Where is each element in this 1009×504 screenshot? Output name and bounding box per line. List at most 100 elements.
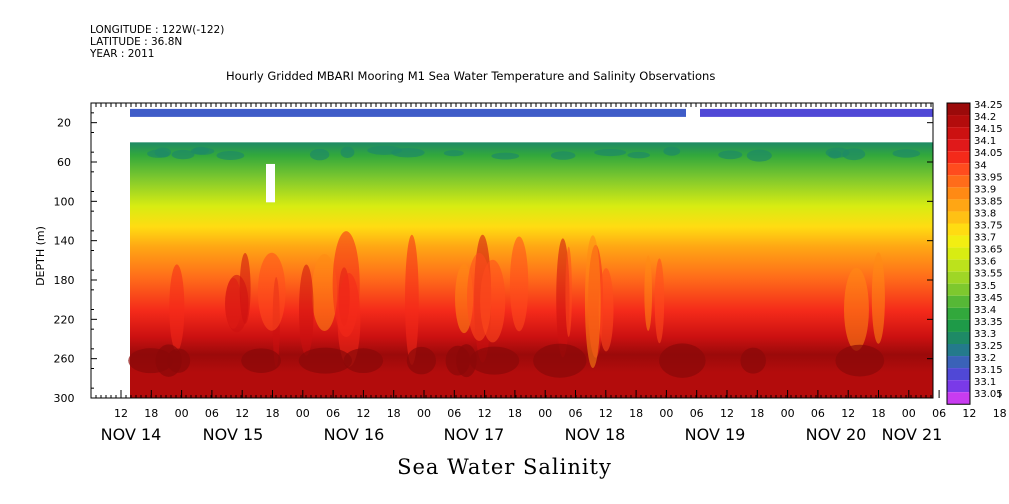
salinity-maximum <box>241 348 281 373</box>
x-tick-label: 12 <box>841 407 855 420</box>
colorbar-label: 33.4 <box>974 305 996 316</box>
salinity-maximum <box>166 348 191 373</box>
y-tick-label: 100 <box>54 195 75 208</box>
colorbar-label: 33.9 <box>974 184 996 195</box>
salinity-maximum <box>406 346 436 375</box>
surface-low-salinity <box>718 150 743 160</box>
x-tick-label: 18 <box>508 407 522 420</box>
colorbar-swatch <box>947 139 970 152</box>
colorbar-label: 34.05 <box>974 148 1003 159</box>
variable-title: Sea Water Salinity <box>397 455 612 479</box>
surface-low-salinity <box>154 147 172 158</box>
surface-low-salinity <box>828 150 842 159</box>
colorbar-swatch <box>947 223 970 236</box>
y-tick-label: 220 <box>54 313 75 326</box>
x-tick-label: 18 <box>750 407 764 420</box>
colorbar-swatch <box>947 187 970 200</box>
y-axis: 20 60 100 140 180 220 260 300 <box>54 112 933 405</box>
x-tick-label: 12 <box>114 407 128 420</box>
x-tick-label: 06 <box>326 407 340 420</box>
y-tick-label: 300 <box>54 392 75 405</box>
colorbar-label: 33.85 <box>974 196 1003 207</box>
y-tick-label: 60 <box>57 156 71 169</box>
y-tick-label: 140 <box>54 235 75 248</box>
x-date-label: NOV 20 <box>806 425 867 444</box>
salinity-maximum <box>343 348 384 374</box>
y-tick-label: 20 <box>57 117 71 130</box>
colorbar-label: 34 <box>974 160 987 171</box>
salinity-intrusion <box>565 246 572 337</box>
surface-low-salinity <box>171 149 195 160</box>
x-tick-label: 18 <box>387 407 401 420</box>
salinity-maximum <box>469 346 520 375</box>
salinity-intrusion <box>480 259 506 343</box>
x-date-label: NOV 17 <box>444 425 505 444</box>
colorbar-swatch <box>947 356 970 369</box>
salinity-maximum <box>298 347 352 374</box>
salinity-intrusion <box>257 252 286 331</box>
x-date-label: NOV 14 <box>101 425 162 444</box>
surface-low-salinity <box>443 150 464 157</box>
surface-low-salinity <box>663 146 681 156</box>
plot-area <box>90 102 934 399</box>
x-tick-label: 06 <box>811 407 825 420</box>
colorbar-swatch <box>947 344 970 357</box>
surface-sensor-band <box>130 108 686 117</box>
x-date-label: NOV 16 <box>324 425 385 444</box>
surface-low-salinity <box>746 149 772 162</box>
colorbar-label: 33.75 <box>974 221 1003 232</box>
colorbar-label: 33.2 <box>974 353 996 364</box>
surface-low-salinity <box>309 148 330 161</box>
colorbar-label: 33.5 <box>974 281 996 292</box>
x-tick-label: 12 <box>962 407 976 420</box>
colorbar-swatch <box>947 115 970 128</box>
salinity-intrusion <box>644 255 653 331</box>
colorbar-swatch <box>947 151 970 164</box>
colorbar-swatch <box>947 175 970 188</box>
colorbar-swatch <box>947 331 970 344</box>
x-tick-label: 06 <box>932 407 946 420</box>
salinity-intrusion <box>332 231 360 338</box>
colorbar-swatch <box>947 103 970 116</box>
salinity-intrusion <box>598 268 614 352</box>
x-tick-label: 00 <box>659 407 673 420</box>
x-tick-label: 06 <box>569 407 583 420</box>
colorbar-label: 34.2 <box>974 112 996 123</box>
colorbar-swatch <box>947 127 970 140</box>
colorbar-swatch <box>947 295 970 308</box>
colorbar-label: 33.7 <box>974 233 996 244</box>
x-tick-label: 18 <box>266 407 280 420</box>
x-date-label: NOV 15 <box>203 425 264 444</box>
y-axis-title: DEPTH (m) <box>34 226 47 286</box>
salinity-maximum <box>659 343 706 378</box>
x-tick-label: 18 <box>144 407 158 420</box>
y-tick-label: 260 <box>54 353 75 366</box>
colorbar-label: 33.35 <box>974 317 1003 328</box>
x-tick-label: 06 <box>447 407 461 420</box>
x-tick-label: 06 <box>690 407 704 420</box>
x-tick-label: 12 <box>235 407 249 420</box>
salinity-maximum <box>740 347 766 374</box>
surface-low-salinity <box>550 151 576 160</box>
x-axis: 12 18 00 06 12 18 00 06 12 18 00 06 12 18 00 06 12 18 00 06… <box>95 390 1007 444</box>
colorbar-label: 33.8 <box>974 208 996 219</box>
salinity-intrusion <box>509 236 529 332</box>
x-tick-label: 18 <box>872 407 886 420</box>
colorbar-label: 34.25 <box>974 100 1003 111</box>
surface-sensor-band <box>700 108 933 117</box>
salinity-intrusion <box>405 234 419 365</box>
colorbar-label: 33.25 <box>974 341 1003 352</box>
colorbar-label: 33.95 <box>974 172 1003 183</box>
surface-low-salinity <box>340 146 355 158</box>
colorbar-swatch <box>947 319 970 332</box>
colorbar-swatch <box>947 163 970 176</box>
colorbar-label: 33.6 <box>974 257 996 268</box>
surface-low-salinity <box>391 147 425 158</box>
missing-data-gap <box>266 163 275 203</box>
colorbar-label: 33.3 <box>974 329 996 340</box>
x-tick-label: 00 <box>175 407 189 420</box>
x-tick-label: 18 <box>993 407 1007 420</box>
x-tick-label: 00 <box>902 407 916 420</box>
colorbar-label: 33.55 <box>974 269 1003 280</box>
